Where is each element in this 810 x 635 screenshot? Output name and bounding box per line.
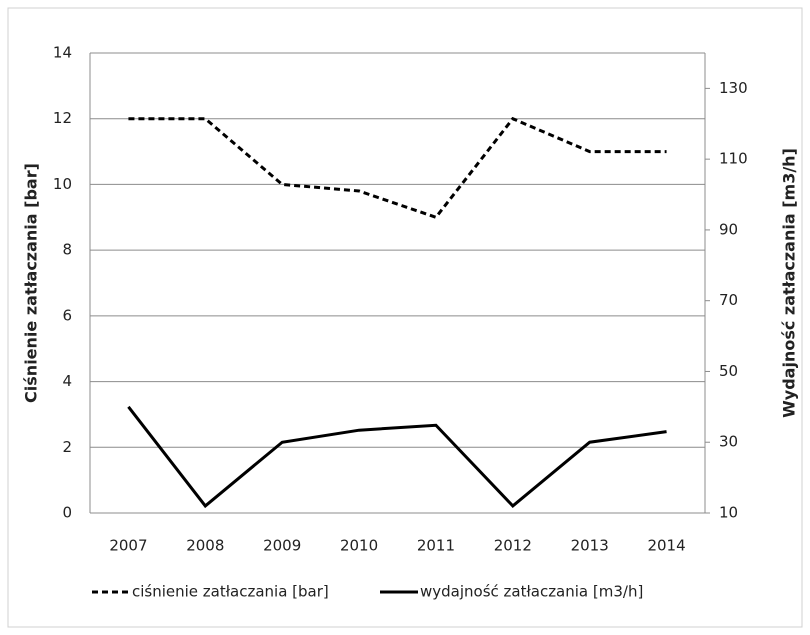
y-tick-label: 0 [62, 504, 72, 522]
x-tick-label: 2008 [186, 537, 224, 555]
y-tick-label: 2 [62, 438, 72, 456]
y2-tick-label: 10 [719, 504, 738, 522]
y2-tick-label: 130 [719, 79, 748, 97]
y2-tick-label: 90 [719, 220, 738, 238]
x-tick-label: 2011 [417, 537, 455, 555]
line-series [127, 405, 667, 509]
x-tick-label: 2010 [340, 537, 378, 555]
y2-axis-title: Wydajność zatłaczania [m3/h] [780, 148, 799, 418]
x-tick-label: 2013 [571, 537, 609, 555]
y-tick-label: 10 [53, 175, 72, 193]
line-series [128, 116, 667, 220]
y2-tick-label: 50 [719, 362, 738, 380]
y-tick-label: 6 [62, 306, 72, 324]
y-tick-label: 12 [53, 109, 72, 127]
legend-label: ciśnienie zatłaczania [bar] [132, 583, 329, 601]
y2-tick-label: 70 [719, 291, 738, 309]
y-tick-label: 14 [53, 44, 72, 62]
x-tick-label: 2009 [263, 537, 301, 555]
x-tick-label: 2007 [109, 537, 147, 555]
x-tick-label: 2014 [647, 537, 685, 555]
legend-label: wydajność zatłaczania [m3/h] [420, 583, 643, 601]
x-tick-label: 2012 [494, 537, 532, 555]
chart-border [7, 7, 803, 628]
y-tick-label: 8 [62, 241, 72, 259]
y-tick-label: 4 [62, 372, 72, 390]
y2-tick-label: 110 [719, 150, 748, 168]
y-axis-title: Ciśnienie zatłaczania [bar] [22, 163, 41, 403]
y2-tick-label: 30 [719, 433, 738, 451]
